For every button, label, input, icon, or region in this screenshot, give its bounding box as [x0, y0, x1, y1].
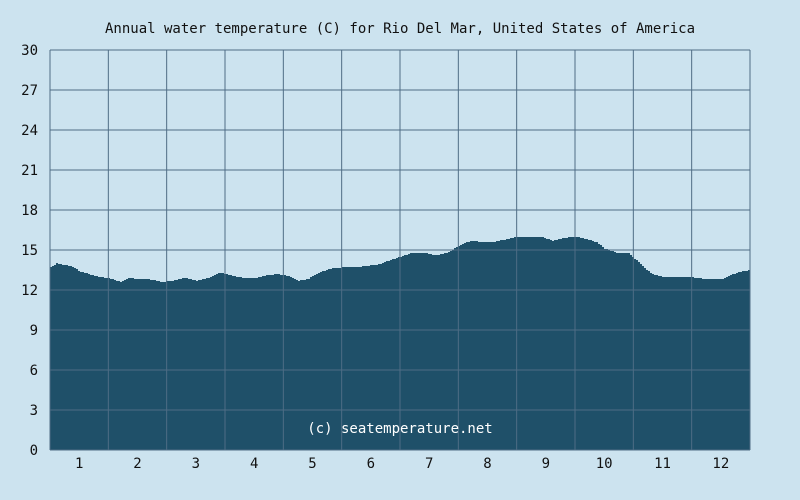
y-tick-label: 27	[21, 83, 38, 99]
watermark-text: (c) seatemperature.net	[307, 421, 492, 437]
x-tick-label: 12	[712, 456, 729, 472]
x-tick-label: 5	[308, 456, 316, 472]
y-tick-label: 18	[21, 203, 38, 219]
chart-title: Annual water temperature (C) for Rio Del…	[105, 21, 695, 37]
y-tick-label: 30	[21, 43, 38, 59]
y-tick-label: 15	[21, 243, 38, 259]
x-tick-label: 2	[133, 456, 141, 472]
y-tick-label: 12	[21, 283, 38, 299]
x-tick-label: 1	[75, 456, 83, 472]
y-tick-label: 3	[30, 403, 38, 419]
x-tick-label: 9	[542, 456, 550, 472]
x-tick-label: 4	[250, 456, 258, 472]
y-tick-label: 0	[30, 443, 38, 459]
x-tick-label: 8	[483, 456, 491, 472]
x-tick-label: 10	[596, 456, 613, 472]
x-tick-label: 7	[425, 456, 433, 472]
y-tick-label: 24	[21, 123, 38, 139]
x-tick-label: 11	[654, 456, 671, 472]
y-tick-label: 9	[30, 323, 38, 339]
x-tick-label: 6	[367, 456, 375, 472]
y-tick-label: 6	[30, 363, 38, 379]
x-tick-label: 3	[192, 456, 200, 472]
y-tick-label: 21	[21, 163, 38, 179]
